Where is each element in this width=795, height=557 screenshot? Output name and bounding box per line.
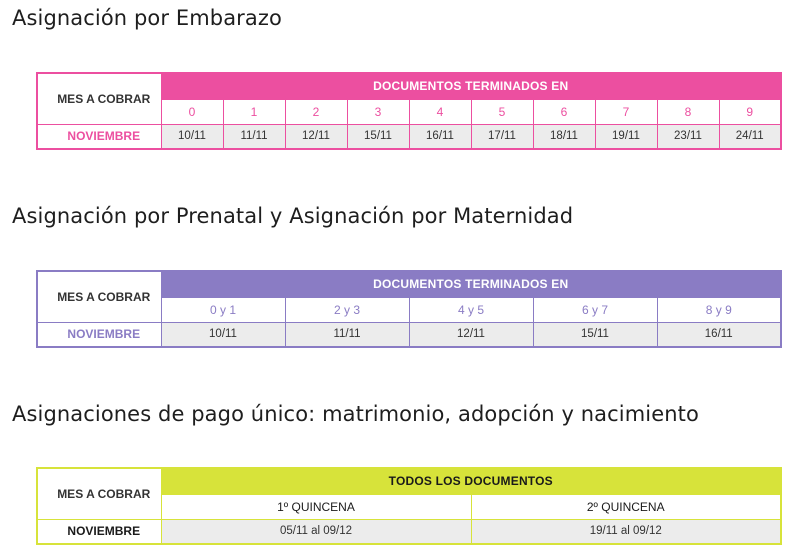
payment-date-cell: 11/11 — [284, 321, 410, 348]
payment-date-cell: 12/11 — [284, 123, 348, 150]
doc-digit-cell: 6 — [532, 98, 596, 125]
doc-digit-cell: 2 — [284, 98, 348, 125]
quincena-row: 1º QUINCENA 2º QUINCENA — [37, 493, 782, 520]
pago-unico-payment-table: MES A COBRAR TODOS LOS DOCUMENTOS 1º QUI… — [36, 467, 782, 545]
payment-date-cell: 23/11 — [656, 123, 720, 150]
doc-digit-cell: 9 — [718, 98, 782, 125]
payment-date-cell: 16/11 — [656, 321, 782, 348]
doc-digit-cell: 4 y 5 — [408, 296, 534, 323]
section-heading-embarazo: Asignación por Embarazo — [12, 6, 282, 30]
payment-date-cell: 15/11 — [346, 123, 410, 150]
doc-digit-cell: 5 — [470, 98, 534, 125]
payment-date-cell: 17/11 — [470, 123, 534, 150]
section-heading-prenatal-maternidad: Asignación por Prenatal y Asignación por… — [12, 204, 574, 228]
documentos-banner: DOCUMENTOS TERMINADOS EN — [160, 270, 782, 298]
mes-a-cobrar-label: MES A COBRAR — [36, 72, 162, 125]
table-row: NOVIEMBRE 05/11 al 09/12 19/11 al 09/12 — [36, 518, 782, 545]
payment-date-cell: 19/11 — [594, 123, 658, 150]
quincena-header-cell: 2º QUINCENA — [470, 493, 782, 520]
embarazo-payment-table: MES A COBRAR DOCUMENTOS TERMINADOS EN 0 … — [36, 72, 782, 150]
table-row: NOVIEMBRE 10/11 11/11 12/11 15/11 16/11 … — [36, 123, 782, 150]
documentos-banner: DOCUMENTOS TERMINADOS EN — [160, 72, 782, 100]
month-label: NOVIEMBRE — [36, 321, 162, 348]
section-heading-pago-unico: Asignaciones de pago único: matrimonio, … — [12, 402, 699, 426]
payment-date-cell: 05/11 al 09/12 — [160, 518, 472, 545]
digits-row: 0 y 1 2 y 3 4 y 5 6 y 7 8 y 9 — [37, 296, 782, 323]
table-header-row: MES A COBRAR DOCUMENTOS TERMINADOS EN — [36, 72, 782, 125]
payment-date-cell: 10/11 — [160, 321, 286, 348]
payment-date-cell: 16/11 — [408, 123, 472, 150]
doc-digit-cell: 8 — [656, 98, 720, 125]
month-label: NOVIEMBRE — [36, 123, 162, 150]
doc-digit-cell: 6 y 7 — [532, 296, 658, 323]
table-header-row: MES A COBRAR TODOS LOS DOCUMENTOS — [36, 467, 782, 520]
digits-row: 0 1 2 3 4 5 6 7 8 9 — [37, 98, 782, 125]
doc-digit-cell: 8 y 9 — [656, 296, 782, 323]
doc-digit-cell: 0 y 1 — [160, 296, 286, 323]
payment-date-cell: 24/11 — [718, 123, 782, 150]
table-row: NOVIEMBRE 10/11 11/11 12/11 15/11 16/11 — [36, 321, 782, 348]
month-label: NOVIEMBRE — [36, 518, 162, 545]
doc-digit-cell: 4 — [408, 98, 472, 125]
table-header-row: MES A COBRAR DOCUMENTOS TERMINADOS EN — [36, 270, 782, 323]
payment-date-cell: 18/11 — [532, 123, 596, 150]
payment-date-cell: 19/11 al 09/12 — [470, 518, 782, 545]
todos-documentos-banner: TODOS LOS DOCUMENTOS — [160, 467, 782, 495]
doc-digit-cell: 2 y 3 — [284, 296, 410, 323]
payment-date-cell: 15/11 — [532, 321, 658, 348]
mes-a-cobrar-label: MES A COBRAR — [36, 467, 162, 520]
doc-digit-cell: 1 — [222, 98, 286, 125]
doc-digit-cell: 7 — [594, 98, 658, 125]
payment-date-cell: 10/11 — [160, 123, 224, 150]
prenatal-maternidad-payment-table: MES A COBRAR DOCUMENTOS TERMINADOS EN 0 … — [36, 270, 782, 348]
doc-digit-cell: 0 — [160, 98, 224, 125]
mes-a-cobrar-label: MES A COBRAR — [36, 270, 162, 323]
quincena-header-cell: 1º QUINCENA — [160, 493, 472, 520]
doc-digit-cell: 3 — [346, 98, 410, 125]
payment-date-cell: 12/11 — [408, 321, 534, 348]
payment-date-cell: 11/11 — [222, 123, 286, 150]
